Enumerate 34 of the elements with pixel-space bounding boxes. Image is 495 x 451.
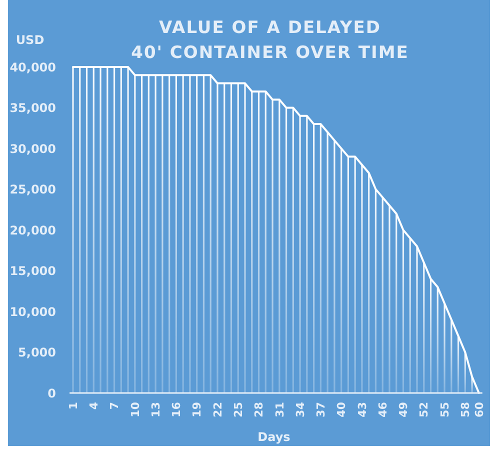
x-tick-label: 37 bbox=[314, 402, 328, 418]
y-tick-label: 30,000 bbox=[10, 142, 56, 156]
y-tick-label: 10,000 bbox=[10, 304, 56, 319]
y-tick-label: 5,000 bbox=[18, 346, 56, 360]
x-tick-label: 10 bbox=[128, 402, 142, 418]
x-tick-label: 16 bbox=[170, 402, 184, 418]
x-tick-label: 7 bbox=[108, 402, 122, 410]
y-tick-label: 15,000 bbox=[10, 264, 56, 278]
x-axis-title: Days bbox=[258, 430, 290, 444]
x-tick-label: 52 bbox=[418, 402, 431, 418]
x-tick-label: 46 bbox=[376, 402, 390, 418]
x-tick-label: 40 bbox=[335, 402, 348, 418]
y-tick-label: 40,000 bbox=[10, 60, 56, 74]
y-axis-title: USD bbox=[16, 33, 44, 47]
x-tick-label: 4 bbox=[87, 402, 100, 410]
x-tick-label: 34 bbox=[294, 402, 307, 418]
x-tick-label: 28 bbox=[252, 402, 266, 418]
y-tick-label: 35,000 bbox=[10, 101, 56, 116]
x-tick-label: 19 bbox=[190, 402, 204, 418]
line-series bbox=[72, 66, 480, 394]
y-tick-label: 20,000 bbox=[10, 223, 56, 238]
x-tick-label: 58 bbox=[459, 402, 472, 418]
x-tick-label: 22 bbox=[211, 402, 224, 418]
y-tick-label: 25,000 bbox=[10, 182, 56, 197]
x-tick-label: 25 bbox=[232, 402, 245, 418]
x-tick-label: 60 bbox=[472, 402, 486, 418]
x-tick-label: 55 bbox=[438, 402, 452, 418]
x-tick-label: 13 bbox=[149, 402, 162, 418]
x-tick-label: 31 bbox=[273, 402, 286, 418]
x-tick-label: 49 bbox=[397, 402, 410, 418]
x-tick-label: 43 bbox=[356, 402, 369, 418]
chart-title: VALUE OF A DELAYED 40' CONTAINER OVER TIME bbox=[131, 18, 409, 63]
x-tick-label: 1 bbox=[66, 402, 80, 410]
y-tick-label: 0 bbox=[48, 386, 56, 400]
